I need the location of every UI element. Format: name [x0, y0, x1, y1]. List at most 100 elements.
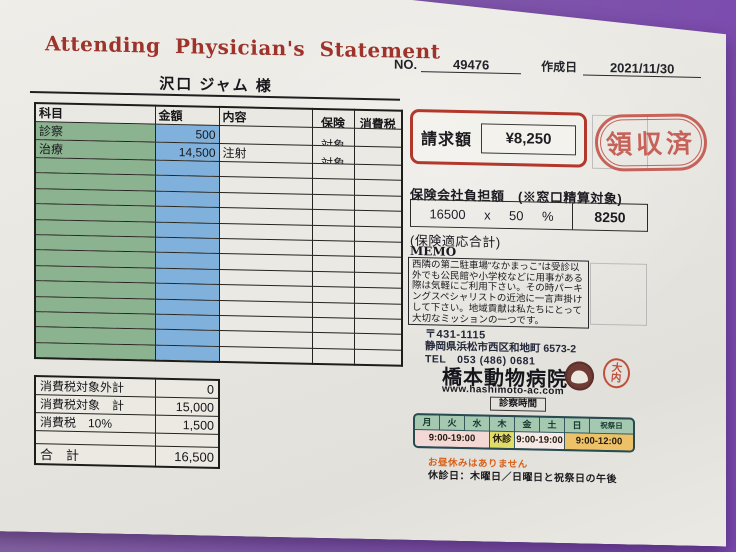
charges-header-label: 内容 — [222, 109, 247, 125]
cell-insurance — [312, 271, 354, 287]
insurance-calc-table: 16500 x 50 % 8250 — [410, 199, 648, 232]
received-stamp: 領収済 — [594, 113, 708, 172]
summary-table-body: 消費税対象外計 0 消費税対象 計 15,000 消費税 10% 1,500 合 計 16,5… — [35, 376, 219, 468]
cell-tax — [354, 164, 402, 180]
schedule-title: 診察時間 — [490, 397, 546, 412]
insurance-percent: % — [541, 208, 554, 224]
cell-insurance: 対象 — [312, 127, 354, 146]
summary-row: 合 計 16,500 — [35, 444, 219, 468]
cell-amount — [155, 268, 219, 285]
cell-amount — [155, 175, 219, 192]
cell-insurance — [312, 179, 354, 195]
cell-tax — [354, 195, 402, 211]
charges-header-2: 内容 — [219, 107, 312, 127]
charges-header-label: 保険 — [320, 116, 345, 129]
no-value: 49476 — [421, 56, 521, 74]
received-stamp-text: 領収済 — [605, 129, 697, 161]
cell-insurance — [312, 194, 354, 210]
charges-header-0: 科目 — [35, 103, 155, 124]
cell-insurance: 対象 — [312, 145, 354, 164]
summary-value — [155, 433, 219, 447]
cell-detail — [219, 346, 312, 363]
cell-insurance — [312, 256, 354, 272]
cell-amount — [155, 345, 219, 362]
cell-insurance — [312, 163, 354, 179]
cell-amount — [155, 237, 219, 254]
staff-name-stamp: 大 内 — [602, 357, 632, 390]
clinic-website: www.hashimoto-ac.com — [442, 383, 565, 398]
insurance-rate: 50 — [509, 207, 524, 223]
cell-amount — [155, 314, 219, 331]
document-number-row: NO. 49476 作成日 2021/11/30 — [394, 55, 701, 78]
insurance-base: 16500 — [429, 205, 466, 222]
cell-tax — [354, 210, 402, 226]
cell-tax — [354, 334, 402, 350]
summary-label: 合 計 — [35, 444, 155, 467]
charges-header-label: 消費税 — [359, 116, 396, 130]
schedule-day-1: 火 — [440, 416, 464, 431]
charges-table: 科目 金額 内容 保険 消費税 診察 500 対象 治療 14,500 注射 対象 — [34, 102, 403, 366]
charges-header-label: 科目 — [39, 106, 64, 121]
billing-amount-box: 請求額 ¥8,250 — [410, 109, 587, 168]
cell-amount — [155, 329, 219, 346]
cell-insurance — [312, 333, 354, 349]
insurance-result-cell: 8250 — [594, 208, 626, 226]
billing-label: 請求額 — [421, 130, 473, 149]
summary-value: 0 — [155, 379, 219, 399]
cell-detail: 注射 — [219, 143, 312, 163]
insurance-calc-cell: 16500 x 50 % — [411, 200, 573, 229]
insurance-times: x — [484, 206, 491, 223]
schedule-hours-3: 9:00-12:00 — [565, 433, 633, 450]
summary-table: 消費税対象外計 0 消費税対象 計 15,000 消費税 10% 1,500 合 計 16,5… — [34, 375, 220, 469]
cell-amount: 500 — [155, 124, 219, 143]
cell-tax — [354, 128, 402, 147]
schedule-day-3: 木 — [490, 417, 514, 432]
document-title: Attending Physician's Statement — [45, 31, 441, 64]
schedule-note-closed: 休診日：木曜日／日曜日と祝祭日の午後 — [428, 470, 617, 486]
cell-insurance — [312, 240, 354, 256]
schedule-table: 月火水木金土日祝祭日 9:00-19:00 休診 9:00-19:00 9:00-12:… — [413, 413, 635, 453]
cell-amount — [155, 222, 219, 239]
schedule-hours-2: 9:00-19:00 — [515, 432, 564, 449]
date-value: 2021/11/30 — [583, 60, 701, 78]
cell-tax — [354, 257, 402, 273]
cell-subject: 治療 — [35, 140, 155, 161]
summary-value: 15,000 — [155, 397, 219, 416]
cell-tax — [354, 272, 402, 288]
cell-amount — [155, 299, 219, 316]
schedule-day-4: 金 — [515, 417, 539, 432]
cell-amount — [155, 252, 219, 269]
memo-box: 西隣の第二駐車場“なかまっこ”は受診以外でも公民館や小学校などに用事がある際は気… — [408, 257, 589, 329]
cell-amount — [155, 160, 219, 177]
cell-tax — [354, 303, 402, 319]
cell-tax — [354, 349, 402, 365]
cell-amount — [155, 206, 219, 223]
summary-label: 消費税対象外計 — [35, 376, 155, 397]
cell-insurance — [312, 286, 354, 302]
insurance-mark: 対象 — [320, 138, 345, 147]
charges-header-label: 金額 — [158, 108, 183, 124]
charges-header-3: 保険 — [312, 109, 354, 128]
cell-insurance — [312, 348, 354, 364]
schedule-day-7: 祝祭日 — [590, 419, 633, 434]
memo-side-box — [590, 263, 647, 326]
cell-insurance — [312, 317, 354, 333]
schedule-day-6: 日 — [565, 418, 589, 433]
charges-header-4: 消費税 — [354, 110, 402, 130]
cell-amount: 14,500 — [155, 142, 219, 161]
schedule-day-2: 水 — [465, 416, 489, 431]
cell-tax — [354, 146, 402, 165]
cell-tax — [354, 241, 402, 257]
document-paper: Attending Physician's Statement NO. 4947… — [0, 0, 726, 547]
charges-table-body: 診察 500 対象 治療 14,500 注射 対象 — [35, 122, 402, 366]
cell-amount — [155, 191, 219, 208]
cell-insurance — [312, 210, 354, 226]
cell-tax — [354, 226, 402, 242]
cell-tax — [354, 287, 402, 303]
charges-header-1: 金額 — [155, 106, 219, 126]
cell-subject — [35, 342, 155, 360]
cell-detail — [219, 125, 312, 145]
schedule-hours-1: 休診 — [490, 432, 514, 449]
